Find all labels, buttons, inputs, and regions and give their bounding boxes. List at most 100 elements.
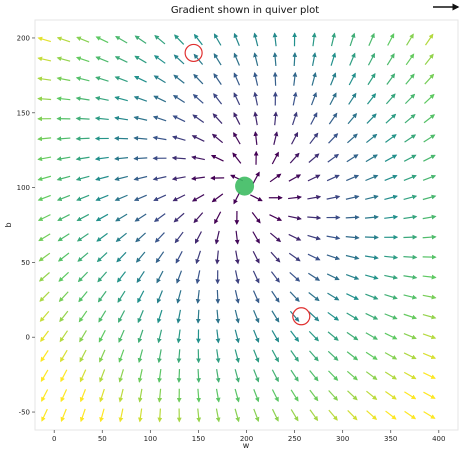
chart-markers [184, 43, 311, 326]
y-tick-label: 100 [17, 184, 30, 192]
gradient-arrow [386, 73, 396, 85]
gradient-arrow [153, 194, 167, 202]
gradient-arrow [269, 173, 282, 183]
gradient-arrow [384, 154, 398, 162]
gradient-arrow [176, 369, 182, 383]
gradient-arrow [308, 292, 320, 302]
gradient-arrow [311, 32, 317, 47]
gradient-arrow [171, 176, 186, 181]
gradient-arrow [152, 135, 167, 141]
gradient-arrow [234, 230, 240, 245]
gradient-arrow [386, 53, 395, 66]
gradient-arrow [41, 408, 48, 422]
gradient-arrow [270, 251, 281, 263]
gradient-arrow [77, 252, 89, 262]
gradient-arrow [403, 352, 417, 360]
gradient-arrow [56, 96, 71, 102]
gradient-arrow [367, 52, 376, 66]
gradient-arrow [385, 134, 397, 143]
gradient-arrow [118, 349, 125, 363]
y-tick-label: 150 [17, 109, 30, 117]
gradient-arrow [326, 273, 340, 281]
gradient-arrow [215, 349, 221, 364]
gradient-arrow [366, 113, 377, 124]
gradient-arrow [215, 309, 221, 324]
gradient-arrow [195, 309, 201, 324]
gradient-arrow [253, 52, 259, 66]
gradient-arrow [345, 214, 360, 220]
gradient-arrow [347, 409, 358, 421]
gradient-arrow [172, 135, 186, 141]
gradient-arrow [385, 410, 397, 420]
gradient-arrow [156, 290, 163, 304]
gradient-arrow [348, 72, 356, 86]
gradient-arrow [330, 52, 337, 66]
gradient-arrow [326, 254, 341, 261]
gradient-arrow [253, 32, 259, 47]
gradient-arrow [172, 115, 186, 123]
gradient-arrow [252, 171, 260, 185]
gradient-arrow [135, 251, 146, 263]
gradient-arrow [58, 271, 70, 282]
gradient-arrow [153, 75, 166, 84]
gradient-arrow [423, 114, 436, 124]
gradient-arrow [403, 194, 418, 201]
gradient-arrow [39, 291, 50, 302]
gradient-arrow [114, 56, 128, 63]
gradient-arrow [345, 273, 360, 280]
gradient-arrow [134, 55, 147, 64]
gradient-arrow [79, 349, 87, 363]
y-tick-label: 0 [26, 334, 30, 342]
gradient-arrow [215, 329, 221, 344]
gradient-arrow [37, 36, 52, 43]
gradient-arrow [79, 369, 87, 383]
gradient-arrow [289, 291, 300, 302]
gradient-arrow [328, 370, 339, 381]
gradient-arrow [403, 274, 418, 280]
gradient-arrow [366, 133, 378, 144]
gradient-arrow [365, 174, 379, 182]
gradient-arrow [384, 194, 398, 200]
gradient-arrow [118, 408, 124, 423]
gradient-arrow [385, 113, 397, 124]
gradient-arrow [288, 215, 302, 221]
gradient-arrow [309, 370, 319, 382]
gradient-arrow [99, 408, 105, 423]
gradient-arrow [253, 91, 259, 106]
gradient-arrow [403, 313, 418, 320]
gradient-arrow [269, 214, 283, 221]
gradient-arrow [157, 369, 162, 383]
gradient-arrow [56, 136, 71, 142]
gradient-arrow [290, 409, 299, 422]
gradient-arrow [273, 131, 279, 145]
gradient-arrow [326, 174, 340, 182]
gradient-arrow [172, 94, 185, 104]
gradient-arrow [56, 175, 71, 182]
gradient-arrow [403, 333, 417, 340]
gradient-arrow [56, 76, 71, 82]
gradient-arrow [253, 369, 260, 383]
gradient-arrow [215, 369, 221, 383]
gradient-arrow [422, 274, 437, 280]
x-tick-label: 400 [432, 435, 445, 443]
gradient-arrow [422, 214, 437, 220]
gradient-arrow [38, 233, 51, 242]
gradient-arrow [157, 349, 162, 364]
gradient-arrow [95, 194, 109, 201]
gradient-arrow [233, 72, 241, 86]
gradient-arrow [403, 214, 418, 220]
gradient-arrow [78, 291, 88, 303]
gradient-arrow [233, 191, 241, 205]
gradient-arrow [310, 92, 317, 106]
gradient-arrow [95, 76, 109, 82]
gradient-arrow [214, 211, 222, 225]
gradient-arrow [365, 351, 378, 360]
gradient-arrow [384, 174, 398, 181]
gradient-arrow [422, 333, 437, 340]
gradient-arrow [156, 270, 164, 284]
gradient-arrow [253, 111, 259, 126]
gradient-arrow [253, 329, 260, 343]
gradient-arrow [253, 131, 259, 146]
gradient-arrow [288, 252, 301, 262]
gradient-arrow [191, 155, 205, 161]
